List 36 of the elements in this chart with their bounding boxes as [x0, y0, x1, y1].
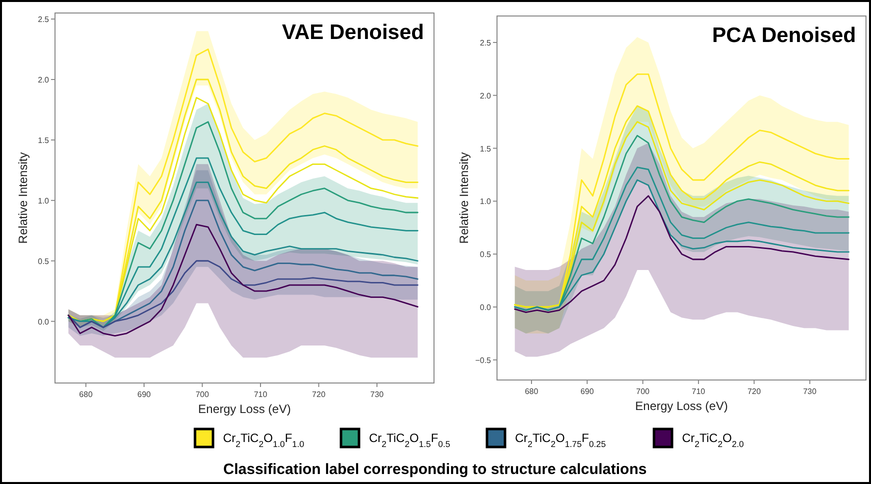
text: Classification label corresponding to structure calculations — [223, 461, 647, 478]
y-axis-title: Relative Intensity — [457, 152, 471, 244]
x-tick-label: 690 — [580, 387, 594, 396]
legend-label: Cr$_{2}$TiC$_{2}$O$_{1.5}$F$_{0.5}$ — [369, 431, 450, 449]
x-tick-label: 730 — [370, 390, 384, 399]
y-tick-label: 1.0 — [38, 196, 50, 206]
x-tick-label: 710 — [254, 390, 268, 399]
y-tick-label: 0.5 — [480, 250, 492, 260]
chart-title: PCA Denoised — [712, 24, 856, 47]
x-tick-label: 700 — [196, 390, 210, 399]
y-tick-label: 1.5 — [38, 136, 50, 145]
legend-label: Cr$_{2}$TiC$_{2}$O$_{1.75}$F$_{0.25}$ — [515, 431, 606, 449]
x-tick-label: 680 — [79, 390, 94, 399]
x-tick-label: 680 — [524, 387, 539, 396]
y-tick-label: 2.5 — [38, 15, 50, 24]
y-tick-label: −0.5 — [475, 356, 492, 365]
x-axis-title: Energy Loss (eV) — [198, 402, 291, 416]
chart-title: VAE Denoised — [282, 21, 424, 44]
legend-label: Cr$_{2}$TiC$_{2}$O$_{2.0}$ — [682, 431, 744, 449]
y-tick-label: 0.0 — [480, 302, 492, 312]
y-tick-label: 0.0 — [38, 317, 50, 326]
x-tick-label: 710 — [692, 387, 706, 396]
y-tick-label: 2.5 — [480, 38, 492, 48]
x-tick-label: 700 — [636, 387, 650, 396]
y-tick-label: 1.0 — [480, 197, 492, 206]
x-tick-label: 720 — [747, 387, 762, 396]
legend-label: Cr$_{2}$TiC$_{2}$O$_{1.0}$F$_{1.0}$ — [223, 431, 304, 449]
y-tick-label: 0.5 — [38, 256, 50, 266]
y-tick-label: 2.0 — [38, 76, 50, 85]
x-tick-label: 730 — [803, 387, 818, 396]
x-tick-label: 720 — [312, 390, 326, 399]
y-tick-label: 1.5 — [480, 144, 492, 154]
y-axis-title: Relative Intensity — [16, 152, 30, 244]
x-tick-label: 690 — [137, 390, 152, 399]
x-axis-title: Energy Loss (eV) — [635, 399, 728, 413]
y-tick-label: 2.0 — [480, 91, 492, 100]
